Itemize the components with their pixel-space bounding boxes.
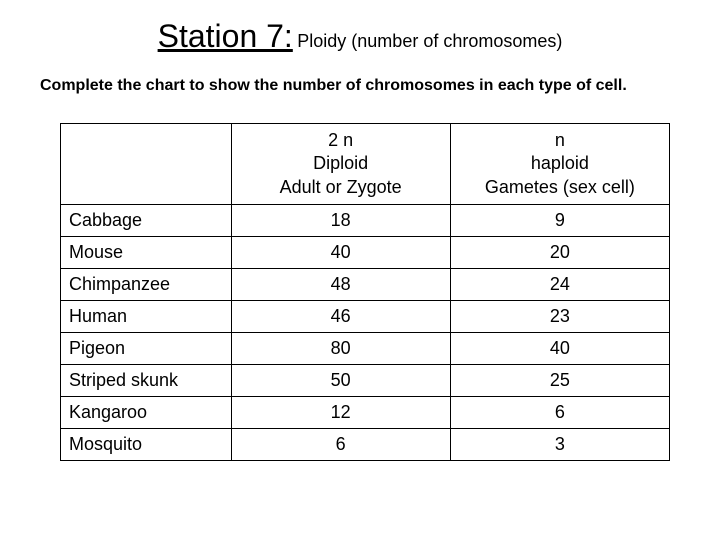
header-diploid-l2: Diploid bbox=[313, 153, 368, 173]
cell-diploid: 12 bbox=[231, 397, 450, 429]
cell-haploid: 20 bbox=[450, 237, 669, 269]
slide-title: Station 7: Ploidy (number of chromosomes… bbox=[40, 18, 680, 55]
table-row: Human 46 23 bbox=[61, 301, 670, 333]
cell-species: Striped skunk bbox=[61, 365, 232, 397]
table-row: Striped skunk 50 25 bbox=[61, 365, 670, 397]
table-row: Mouse 40 20 bbox=[61, 237, 670, 269]
cell-species: Mosquito bbox=[61, 429, 232, 461]
cell-diploid: 80 bbox=[231, 333, 450, 365]
cell-species: Cabbage bbox=[61, 205, 232, 237]
table-row: Cabbage 18 9 bbox=[61, 205, 670, 237]
cell-diploid: 6 bbox=[231, 429, 450, 461]
header-haploid-l2: haploid bbox=[531, 153, 589, 173]
header-empty bbox=[61, 124, 232, 205]
instruction-text: Complete the chart to show the number of… bbox=[40, 77, 680, 95]
cell-diploid: 48 bbox=[231, 269, 450, 301]
cell-haploid: 9 bbox=[450, 205, 669, 237]
cell-species: Kangaroo bbox=[61, 397, 232, 429]
table-row: Pigeon 80 40 bbox=[61, 333, 670, 365]
cell-diploid: 18 bbox=[231, 205, 450, 237]
cell-haploid: 25 bbox=[450, 365, 669, 397]
cell-diploid: 50 bbox=[231, 365, 450, 397]
title-subtitle: Ploidy (number of chromosomes) bbox=[297, 31, 562, 51]
cell-haploid: 24 bbox=[450, 269, 669, 301]
table-row: Kangaroo 12 6 bbox=[61, 397, 670, 429]
header-diploid-l3: Adult or Zygote bbox=[280, 177, 402, 197]
header-haploid-l1: n bbox=[555, 130, 565, 150]
cell-haploid: 3 bbox=[450, 429, 669, 461]
table-header-row: 2 n Diploid Adult or Zygote n haploid Ga… bbox=[61, 124, 670, 205]
cell-diploid: 46 bbox=[231, 301, 450, 333]
cell-species: Mouse bbox=[61, 237, 232, 269]
cell-diploid: 40 bbox=[231, 237, 450, 269]
header-haploid: n haploid Gametes (sex cell) bbox=[450, 124, 669, 205]
header-haploid-l3: Gametes (sex cell) bbox=[485, 177, 635, 197]
table-body: Cabbage 18 9 Mouse 40 20 Chimpanzee 48 2… bbox=[61, 205, 670, 461]
cell-species: Chimpanzee bbox=[61, 269, 232, 301]
cell-haploid: 40 bbox=[450, 333, 669, 365]
table-row: Chimpanzee 48 24 bbox=[61, 269, 670, 301]
slide: Station 7: Ploidy (number of chromosomes… bbox=[0, 0, 720, 540]
ploidy-table: 2 n Diploid Adult or Zygote n haploid Ga… bbox=[60, 123, 670, 461]
cell-haploid: 23 bbox=[450, 301, 669, 333]
table-row: Mosquito 6 3 bbox=[61, 429, 670, 461]
cell-haploid: 6 bbox=[450, 397, 669, 429]
title-main: Station 7: bbox=[158, 18, 293, 54]
ploidy-table-container: 2 n Diploid Adult or Zygote n haploid Ga… bbox=[40, 123, 680, 461]
header-diploid-l1: 2 n bbox=[328, 130, 353, 150]
header-diploid: 2 n Diploid Adult or Zygote bbox=[231, 124, 450, 205]
cell-species: Pigeon bbox=[61, 333, 232, 365]
cell-species: Human bbox=[61, 301, 232, 333]
